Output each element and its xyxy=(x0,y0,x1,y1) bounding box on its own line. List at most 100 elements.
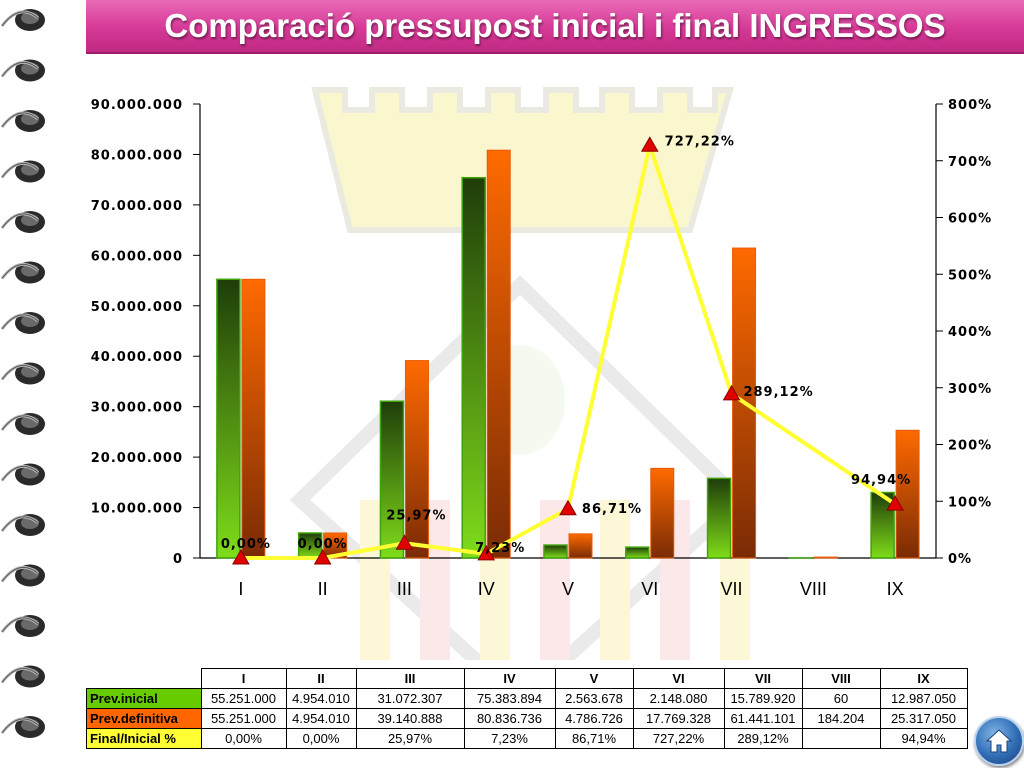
chart-labels: 0,00% 0,00% 25,97% 7,23% 86,71% 727,22% 289,12… xyxy=(221,134,911,556)
table-header-row: I II III IV V VI VII VIII IX xyxy=(87,668,968,689)
bar-prev-definitiva xyxy=(813,556,838,559)
table-row: Prev.inicial 55.251.000 4.954.010 31.072.30… xyxy=(86,688,968,709)
bar-prev-definitiva xyxy=(241,278,266,559)
category-label: II xyxy=(318,579,328,599)
table-cell: 184.204 xyxy=(801,708,881,729)
table-header: VII xyxy=(723,668,803,689)
table-row: Prev.definitiva 55.251.000 4.954.010 39.140… xyxy=(86,708,968,729)
category-label: I xyxy=(238,579,243,599)
bar-prev-inicial xyxy=(379,400,405,559)
line-marker xyxy=(640,136,659,152)
table-cell: 25,97% xyxy=(355,728,465,749)
right-tick-label: 200% xyxy=(948,439,992,454)
table-header: III xyxy=(355,668,465,689)
bar-prev-definitiva xyxy=(568,533,593,559)
table-cell: 31.072.307 xyxy=(355,688,465,709)
binding-ring xyxy=(0,160,45,183)
left-tick-label: 90.000.000 xyxy=(91,98,183,113)
right-tick-label: 500% xyxy=(948,268,992,283)
pct-data-label: 727,22% xyxy=(665,134,735,149)
line-marker xyxy=(395,534,414,550)
left-tick-label: 30.000.000 xyxy=(91,401,183,416)
table-cell: 0,00% xyxy=(285,728,357,749)
table-cell: 75.383.894 xyxy=(463,688,556,709)
table-cell: 80.836.736 xyxy=(463,708,556,729)
binding-ring xyxy=(0,211,45,233)
table-header: II xyxy=(285,668,357,689)
bar-prev-inicial xyxy=(216,278,241,559)
table-cell: 0,00% xyxy=(200,728,287,749)
bar-prev-inicial xyxy=(461,176,486,559)
line-marker xyxy=(477,544,496,561)
pct-data-label: 7,23% xyxy=(475,541,525,556)
home-icon xyxy=(985,729,1013,753)
category-label: VIII xyxy=(800,579,827,599)
left-tick-label: 50.000.000 xyxy=(91,300,183,315)
table-row-label: Prev.definitiva xyxy=(86,708,202,729)
table-cell: 25.317.050 xyxy=(879,708,968,729)
page-title: Comparació pressupost inicial i final IN… xyxy=(164,7,946,44)
table-cell xyxy=(801,728,881,749)
table-header: V xyxy=(554,668,634,689)
table-cell: 39.140.888 xyxy=(355,708,465,729)
line-final-inicial xyxy=(240,143,897,560)
right-tick-label: 600% xyxy=(948,212,992,227)
table-row-label: Final/Inicial % xyxy=(86,728,202,749)
data-table: I II III IV V VI VII VIII IX Prev.inicia… xyxy=(86,668,968,749)
table-row: Final/Inicial % 0,00% 0,00% 25,97% 7,23% 86,7… xyxy=(86,728,968,749)
table-cell: 289,12% xyxy=(723,728,803,749)
bar-prev-inicial xyxy=(706,477,732,559)
table-cell: 94,94% xyxy=(879,728,968,749)
category-label: VII xyxy=(721,579,743,599)
binding-ring xyxy=(0,59,45,82)
table-cell: 2.563.678 xyxy=(554,688,634,709)
category-label: IV xyxy=(478,579,495,599)
chart-bars xyxy=(216,149,920,559)
binding-ring xyxy=(0,615,45,637)
pct-data-label: 94,94% xyxy=(851,473,911,488)
bar-prev-definitiva xyxy=(895,429,920,559)
binding-ring xyxy=(0,463,45,486)
category-label: IX xyxy=(887,579,904,599)
bar-prev-definitiva xyxy=(404,360,429,559)
table-header: IX xyxy=(879,668,968,689)
binding-ring xyxy=(0,312,45,334)
bar-prev-definitiva xyxy=(486,149,511,559)
line-marker xyxy=(313,548,332,565)
table-header: VI xyxy=(632,668,725,689)
table-cell: 55.251.000 xyxy=(200,708,287,729)
bar-prev-definitiva xyxy=(323,532,348,559)
table-cell: 61.441.101 xyxy=(723,708,803,729)
table-cell: 4.954.010 xyxy=(285,708,357,729)
chart: 0 10.000.000 20.000.000 30.000.000 40.000.00… xyxy=(91,87,992,660)
left-tick-label: 80.000.000 xyxy=(91,148,183,163)
binding-ring xyxy=(0,261,45,284)
binding-ring xyxy=(0,665,45,688)
right-tick-label: 0% xyxy=(948,552,972,567)
spiral-binding xyxy=(0,9,45,738)
binding-ring xyxy=(0,716,45,738)
coat-of-arms-watermark xyxy=(289,87,751,660)
left-tick-label: 60.000.000 xyxy=(91,249,183,264)
pct-data-label: 289,12% xyxy=(743,385,813,400)
table-cell: 15.789.920 xyxy=(723,688,803,709)
table-row-label: Prev.inicial xyxy=(86,688,202,709)
pct-data-label: 25,97% xyxy=(386,508,446,523)
chart-axes: 0 10.000.000 20.000.000 30.000.000 40.000.00… xyxy=(91,98,992,599)
title-bar: Comparació pressupost inicial i final IN… xyxy=(86,0,1024,54)
right-tick-label: 400% xyxy=(948,325,992,340)
category-label: VI xyxy=(641,579,658,599)
chart-line xyxy=(232,136,904,565)
left-tick-label: 40.000.000 xyxy=(91,350,183,365)
bar-prev-inicial xyxy=(625,546,650,559)
line-marker xyxy=(886,495,904,511)
pct-data-label: 86,71% xyxy=(582,502,642,517)
table-header: IV xyxy=(463,668,556,689)
binding-ring xyxy=(0,564,45,587)
left-tick-label: 0 xyxy=(173,552,183,567)
table-cell: 86,71% xyxy=(554,728,634,749)
table-cell: 60 xyxy=(801,688,881,709)
binding-ring xyxy=(0,514,45,536)
home-button[interactable] xyxy=(974,716,1024,766)
category-label: III xyxy=(397,579,412,599)
